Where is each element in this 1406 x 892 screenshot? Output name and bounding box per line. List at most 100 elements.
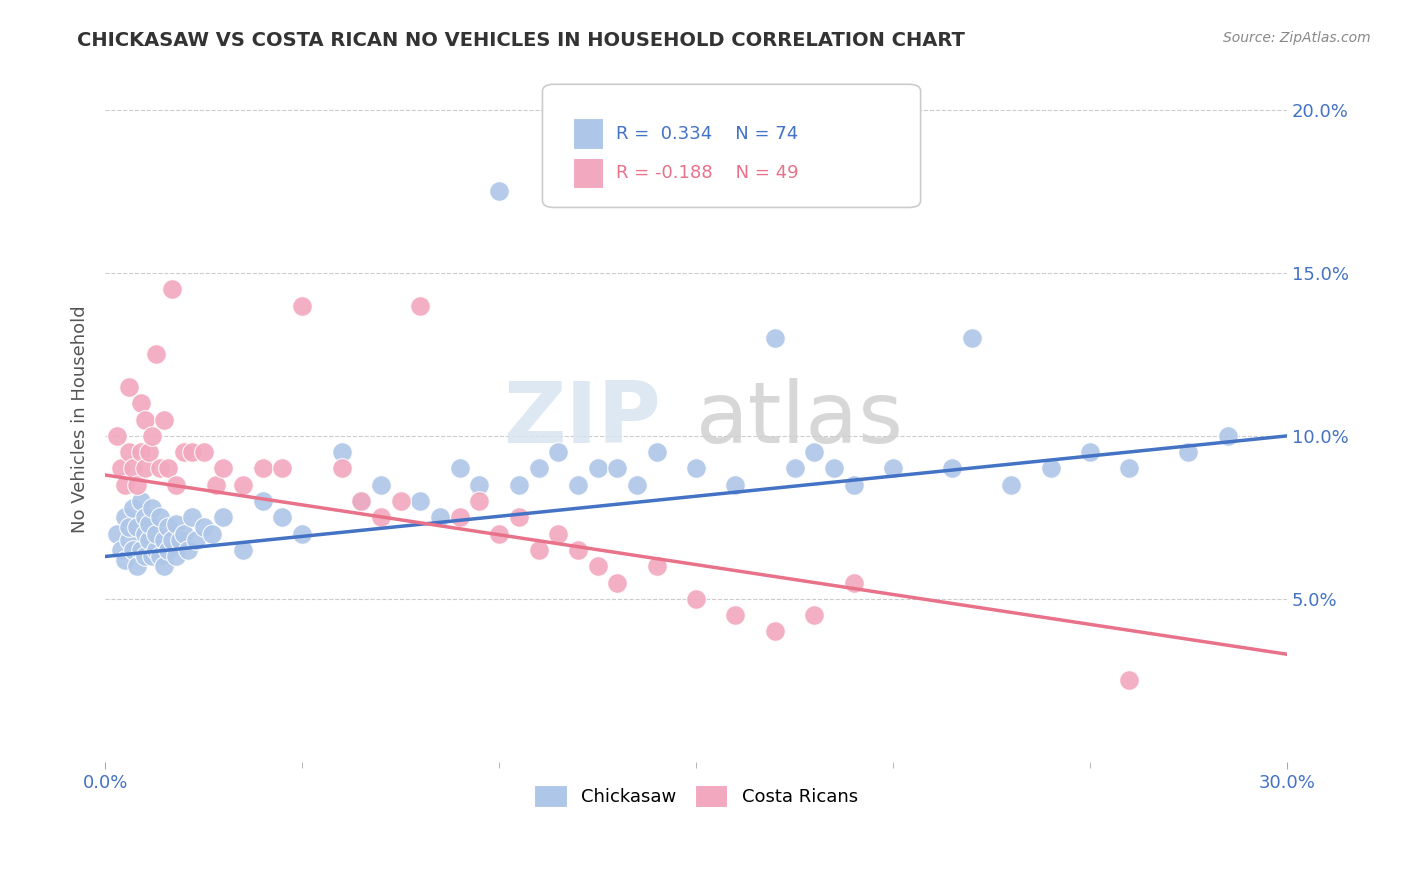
Point	[125, 520, 148, 534]
Point	[409, 299, 432, 313]
Legend: Chickasaw, Costa Ricans: Chickasaw, Costa Ricans	[527, 778, 865, 814]
FancyBboxPatch shape	[543, 84, 921, 208]
Point	[783, 461, 806, 475]
Point	[114, 553, 136, 567]
Point	[149, 549, 172, 564]
Point	[105, 429, 128, 443]
Point	[212, 510, 235, 524]
Point	[141, 500, 163, 515]
Point	[118, 520, 141, 534]
Point	[1118, 461, 1140, 475]
Point	[121, 461, 143, 475]
Text: Source: ZipAtlas.com: Source: ZipAtlas.com	[1223, 31, 1371, 45]
Point	[547, 526, 569, 541]
Point	[685, 461, 707, 475]
Point	[110, 543, 132, 558]
Point	[803, 445, 825, 459]
Point	[508, 477, 530, 491]
Point	[842, 575, 865, 590]
Point	[121, 500, 143, 515]
Point	[180, 445, 202, 459]
Point	[180, 510, 202, 524]
Point	[160, 282, 183, 296]
Point	[252, 461, 274, 475]
Point	[125, 477, 148, 491]
Point	[370, 510, 392, 524]
Text: CHICKASAW VS COSTA RICAN NO VEHICLES IN HOUSEHOLD CORRELATION CHART: CHICKASAW VS COSTA RICAN NO VEHICLES IN …	[77, 31, 965, 50]
Text: R = -0.188    N = 49: R = -0.188 N = 49	[616, 163, 799, 182]
Point	[527, 461, 550, 475]
Point	[803, 608, 825, 623]
Point	[200, 526, 222, 541]
Text: atlas: atlas	[696, 378, 904, 461]
Point	[1177, 445, 1199, 459]
Point	[271, 510, 294, 524]
Point	[134, 526, 156, 541]
Point	[134, 461, 156, 475]
Point	[125, 559, 148, 574]
Point	[129, 494, 152, 508]
Point	[232, 477, 254, 491]
Point	[138, 445, 160, 459]
Point	[149, 461, 172, 475]
Point	[547, 445, 569, 459]
Point	[488, 185, 510, 199]
Point	[165, 477, 187, 491]
Point	[350, 494, 373, 508]
Point	[129, 396, 152, 410]
Point	[105, 526, 128, 541]
Point	[134, 510, 156, 524]
Point	[370, 477, 392, 491]
Point	[1000, 477, 1022, 491]
Point	[645, 559, 668, 574]
Point	[165, 549, 187, 564]
Bar	[574, 119, 603, 149]
Point	[160, 533, 183, 548]
Point	[960, 331, 983, 345]
Point	[138, 533, 160, 548]
Point	[134, 412, 156, 426]
Point	[157, 543, 180, 558]
Point	[145, 347, 167, 361]
Point	[291, 299, 314, 313]
Point	[193, 445, 215, 459]
Point	[141, 429, 163, 443]
Point	[823, 461, 845, 475]
Point	[121, 543, 143, 558]
Point	[232, 543, 254, 558]
Point	[252, 494, 274, 508]
Point	[330, 461, 353, 475]
Point	[1216, 429, 1239, 443]
Point	[271, 461, 294, 475]
Point	[114, 477, 136, 491]
Point	[941, 461, 963, 475]
Point	[626, 477, 648, 491]
Point	[157, 461, 180, 475]
Text: R =  0.334    N = 74: R = 0.334 N = 74	[616, 125, 799, 143]
Point	[645, 445, 668, 459]
Point	[606, 575, 628, 590]
Point	[114, 510, 136, 524]
Point	[488, 526, 510, 541]
Point	[508, 510, 530, 524]
Point	[685, 591, 707, 606]
Y-axis label: No Vehicles in Household: No Vehicles in Household	[72, 306, 89, 533]
Point	[429, 510, 451, 524]
Point	[118, 380, 141, 394]
Point	[468, 477, 491, 491]
Point	[567, 477, 589, 491]
Point	[1078, 445, 1101, 459]
Point	[567, 543, 589, 558]
Point	[173, 526, 195, 541]
Point	[153, 533, 176, 548]
Point	[204, 477, 226, 491]
Text: ZIP: ZIP	[503, 378, 661, 461]
Point	[212, 461, 235, 475]
Point	[409, 494, 432, 508]
Point	[193, 520, 215, 534]
Point	[882, 461, 904, 475]
Point	[149, 510, 172, 524]
Point	[763, 624, 786, 639]
Point	[153, 412, 176, 426]
Point	[586, 559, 609, 574]
